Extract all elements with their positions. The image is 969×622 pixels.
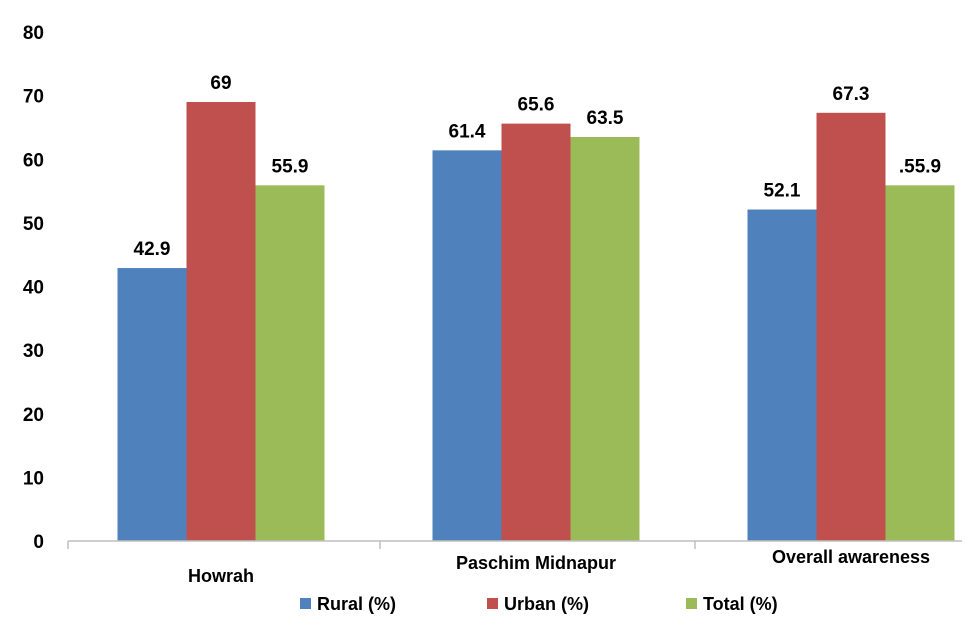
- y-tick-label: 60: [23, 150, 44, 171]
- legend-swatch: [487, 598, 498, 609]
- y-tick-label: 0: [33, 532, 44, 553]
- data-label: 61.4: [449, 121, 486, 142]
- bar: [747, 209, 817, 542]
- category-labels: Howrah Paschim Midnapur Overall awareness: [188, 547, 930, 586]
- data-label: 42.9: [134, 239, 171, 260]
- bars: [117, 101, 955, 542]
- y-axis-ticks: 0 10 20 30 40 50 60 70 80: [23, 23, 44, 553]
- bar: [432, 150, 502, 541]
- bar: [501, 123, 571, 542]
- category-separators: [67, 541, 696, 549]
- bar: [570, 136, 640, 541]
- y-tick-label: 40: [23, 278, 44, 299]
- legend-swatch: [300, 598, 311, 609]
- data-label: .55.9: [899, 156, 941, 177]
- bar: [117, 268, 187, 541]
- legend-label: Urban (%): [504, 594, 589, 614]
- data-labels: 42.9 69 55.9 61.4 65.6 63.5 52.1 67.3 .55.9: [134, 73, 942, 260]
- data-label: 55.9: [272, 156, 309, 177]
- bar: [885, 185, 955, 541]
- y-tick-label: 70: [23, 87, 44, 108]
- data-label: 52.1: [764, 181, 801, 202]
- data-label: 69: [210, 73, 231, 94]
- bar: [816, 112, 886, 542]
- bar: [255, 185, 325, 541]
- data-label: 65.6: [518, 95, 555, 116]
- bar: [186, 101, 256, 542]
- legend-label: Rural (%): [317, 594, 396, 614]
- y-tick-label: 80: [23, 23, 44, 44]
- y-tick-label: 50: [23, 214, 44, 235]
- legend: Rural (%) Urban (%) Total (%): [300, 594, 778, 614]
- legend-swatch: [686, 598, 697, 609]
- category-label: Howrah: [188, 566, 254, 586]
- y-tick-label: 20: [23, 405, 44, 426]
- legend-label: Total (%): [703, 594, 778, 614]
- data-label: 67.3: [833, 84, 870, 105]
- y-tick-label: 30: [23, 341, 44, 362]
- category-label: Paschim Midnapur: [456, 553, 616, 573]
- category-label: Overall awareness: [772, 547, 930, 567]
- data-label: 63.5: [587, 108, 624, 129]
- y-tick-label: 10: [23, 468, 44, 489]
